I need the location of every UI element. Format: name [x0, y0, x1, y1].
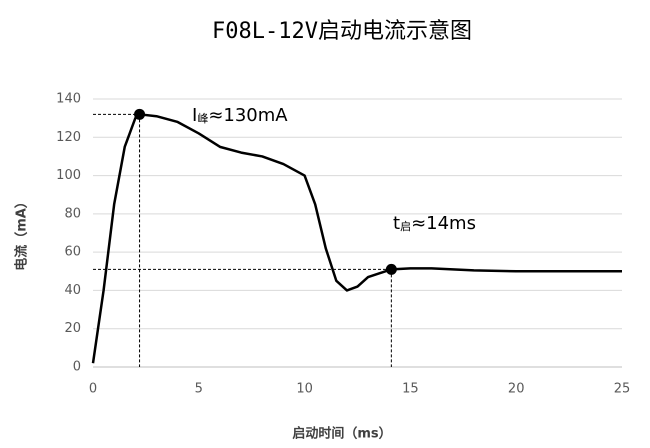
- x-tick-label: 10: [296, 382, 313, 397]
- annotation: I峰≈130mA: [192, 105, 288, 126]
- y-tick-label: 60: [64, 245, 81, 260]
- annotation-sub: 启: [400, 220, 411, 233]
- annotation-sub: 峰: [197, 112, 208, 125]
- chart-title: F08L-12V启动电流示意图: [212, 19, 472, 44]
- annotation-tail: ≈130mA: [208, 105, 288, 126]
- y-tick-label: 0: [73, 360, 81, 375]
- marker: [134, 108, 146, 120]
- y-tick-label: 100: [56, 168, 81, 183]
- y-tick-label: 80: [64, 206, 81, 221]
- y-axis-label: 电流（mA）: [14, 195, 30, 271]
- x-axis-label: 启动时间（ms）: [292, 426, 391, 442]
- x-tick-label: 5: [195, 382, 203, 397]
- annotation-main: I: [192, 105, 197, 126]
- x-tick-label: 20: [508, 382, 525, 397]
- x-tick-label: 15: [402, 382, 419, 397]
- x-tick-label: 0: [89, 382, 97, 397]
- y-tick-label: 140: [56, 92, 81, 107]
- y-tick-label: 120: [56, 130, 81, 145]
- marker: [385, 263, 397, 275]
- annotation-tail: ≈14ms: [411, 213, 476, 234]
- annotation-main: t: [393, 213, 400, 234]
- y-tick-label: 40: [64, 283, 81, 298]
- line: [91, 113, 622, 364]
- annotation: t启≈14ms: [393, 213, 476, 234]
- y-tick-label: 20: [64, 321, 81, 336]
- x-tick-label: 25: [614, 382, 631, 397]
